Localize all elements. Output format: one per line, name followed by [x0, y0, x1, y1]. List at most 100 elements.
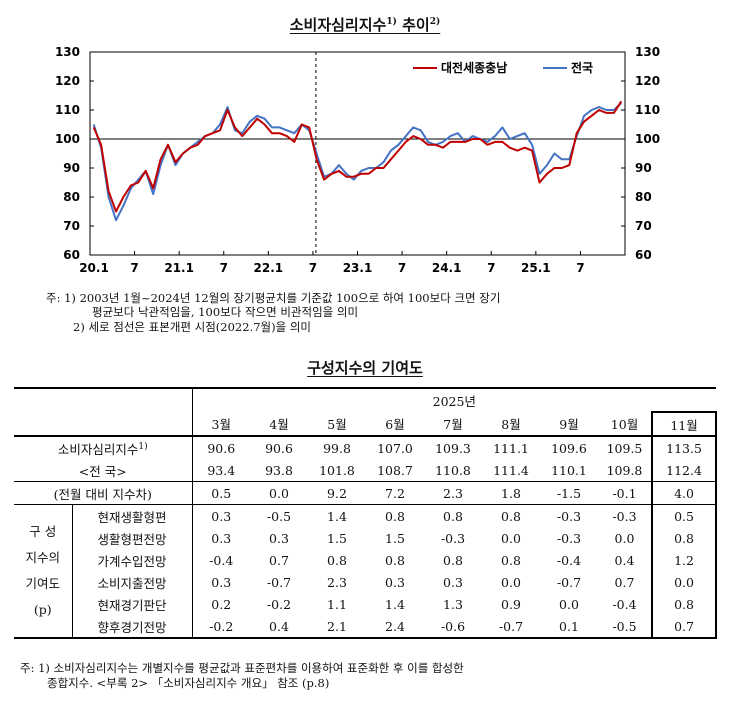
line-chart: 130 130 120 120 110 110 100 100 90 90 80 80 70 70 60 60…	[55, 45, 660, 275]
value-cell: 2.3	[424, 481, 482, 505]
value-cell: -0.6	[424, 615, 482, 639]
group-label-line: (p)	[33, 602, 52, 617]
row-label: (전월 대비 지수차)	[14, 481, 192, 505]
value-cell: -0.3	[540, 504, 598, 527]
value-cell: 93.4	[191, 459, 250, 482]
x-tick-label: 22.1	[254, 261, 284, 275]
value-cell: 0.3	[191, 504, 250, 527]
y-tick-left: 100	[55, 132, 80, 146]
value-cell: 0.3	[191, 571, 250, 593]
y-tick-right: 70	[635, 219, 652, 233]
value-cell: 0.8	[327, 552, 347, 568]
chart-note-1-cont: 평균보다 낙관적임을, 100보다 작으면 비관적임을 의미	[92, 305, 359, 319]
value-cell: 90.6	[265, 440, 293, 456]
group-label: 구 성 지수의 기여도 (p)	[14, 504, 72, 639]
y-tick-left: 110	[55, 103, 80, 117]
value-cell: 0.3	[443, 574, 463, 590]
value-cell: 1.1	[327, 596, 347, 612]
y-tick-right: 130	[635, 45, 660, 59]
table-note-1-cont: 종합지수. <부록 2> 「소비자심리지수 개요」 참조 (p.8)	[47, 676, 330, 690]
x-tick-label: 7	[309, 261, 317, 275]
value-cell: -0.5	[250, 504, 308, 527]
month-header: 8월	[482, 412, 540, 437]
y-tick-right: 120	[635, 74, 660, 88]
value-cell: 0.5	[191, 481, 250, 505]
month-header: 5월	[308, 412, 366, 437]
value-cell: 2.4	[366, 615, 424, 639]
value-cell: 111.4	[493, 462, 529, 478]
value-cell: 9.2	[308, 481, 366, 505]
value-cell: 0.3	[191, 527, 250, 549]
y-tick-left: 60	[63, 248, 80, 262]
value-cell: -0.1	[598, 481, 652, 505]
value-cell: 109.8	[606, 462, 643, 478]
value-cell: 93.8	[265, 462, 293, 478]
legend-label: 대전세종충남	[441, 60, 507, 75]
chart-note-1: 주: 1) 2003년 1월~2024년 12월의 장기평균치를 기준값 100…	[46, 291, 501, 305]
value-cell: 0.8	[385, 552, 405, 568]
value-cell: 0.4	[250, 615, 308, 639]
value-cell: 99.8	[323, 440, 351, 456]
component-label: 소비지출전망	[71, 571, 192, 593]
y-tick-right: 100	[635, 132, 660, 146]
value-cell: 7.2	[366, 481, 424, 505]
value-cell: 0.0	[501, 574, 521, 590]
month-header: 6월	[366, 412, 424, 437]
y-tick-left: 130	[55, 45, 80, 59]
row-label: <전 국>	[78, 463, 127, 479]
value-cell: 0.9	[501, 596, 521, 612]
component-label: 현재경기판단	[71, 593, 192, 615]
legend-label: 전국	[571, 60, 593, 75]
value-cell: 1.4	[385, 596, 405, 612]
value-cell: -0.5	[598, 615, 652, 639]
contribution-table: 2025년 3월 4월 5월 6월 7월 8월 9월 10월 11월 소비자심리지수1) 90.6…	[14, 387, 718, 639]
value-cell: 110.8	[435, 462, 471, 478]
value-cell: 0.8	[482, 504, 540, 527]
value-cell: 90.6	[191, 436, 250, 459]
value-cell: -1.5	[540, 481, 598, 505]
value-cell: 113.5	[650, 436, 718, 459]
value-cell: 0.3	[269, 530, 289, 546]
value-cell: 2.1	[308, 615, 366, 639]
value-cell: 0.0	[650, 571, 718, 593]
month-header: 9월	[540, 412, 598, 437]
value-cell: -0.3	[440, 530, 466, 546]
value-cell: 0.3	[385, 574, 405, 590]
component-label: 향후경기전망	[71, 615, 192, 639]
value-cell: 1.5	[327, 530, 347, 546]
value-cell: -0.4	[191, 549, 250, 571]
header-blank	[14, 387, 192, 412]
value-cell: 112.4	[650, 459, 718, 482]
value-cell: 1.3	[443, 596, 463, 612]
value-cell: 0.5	[650, 504, 718, 527]
value-cell: 109.3	[435, 440, 471, 456]
month-header: 11월	[650, 411, 718, 437]
value-cell: 0.8	[443, 552, 463, 568]
table-title: 구성지수의 기여도	[307, 359, 423, 377]
value-cell: 0.7	[650, 615, 718, 639]
value-cell: 0.0	[250, 481, 308, 505]
value-cell: -0.7	[556, 574, 582, 590]
component-label: 현재생활형편	[71, 504, 192, 527]
month-header: 4월	[250, 412, 308, 437]
value-cell: 0.4	[614, 552, 635, 568]
value-cell: 109.5	[606, 440, 643, 456]
x-tick-label: 7	[398, 261, 406, 275]
value-cell: -0.2	[191, 615, 250, 639]
group-label-line: 구 성	[29, 524, 57, 539]
y-tick-right: 90	[635, 161, 652, 175]
value-cell: 1.8	[482, 481, 540, 505]
value-cell: 0.8	[366, 504, 424, 527]
value-cell: 0.8	[424, 504, 482, 527]
value-cell: -0.4	[612, 596, 637, 612]
value-cell: 0.1	[540, 615, 598, 639]
value-cell: 0.8	[650, 527, 718, 549]
value-cell: 1.5	[385, 530, 405, 546]
y-tick-right: 110	[635, 103, 660, 117]
value-cell: 0.7	[269, 552, 289, 568]
chart-note-2: 2) 세로 점선은 표본개편 시점(2022.7월)을 의미	[73, 320, 311, 334]
value-cell: 1.4	[308, 504, 366, 527]
value-cell: 0.0	[614, 530, 635, 546]
value-cell: -0.3	[556, 530, 582, 546]
component-label: 생활형편전망	[71, 527, 192, 549]
